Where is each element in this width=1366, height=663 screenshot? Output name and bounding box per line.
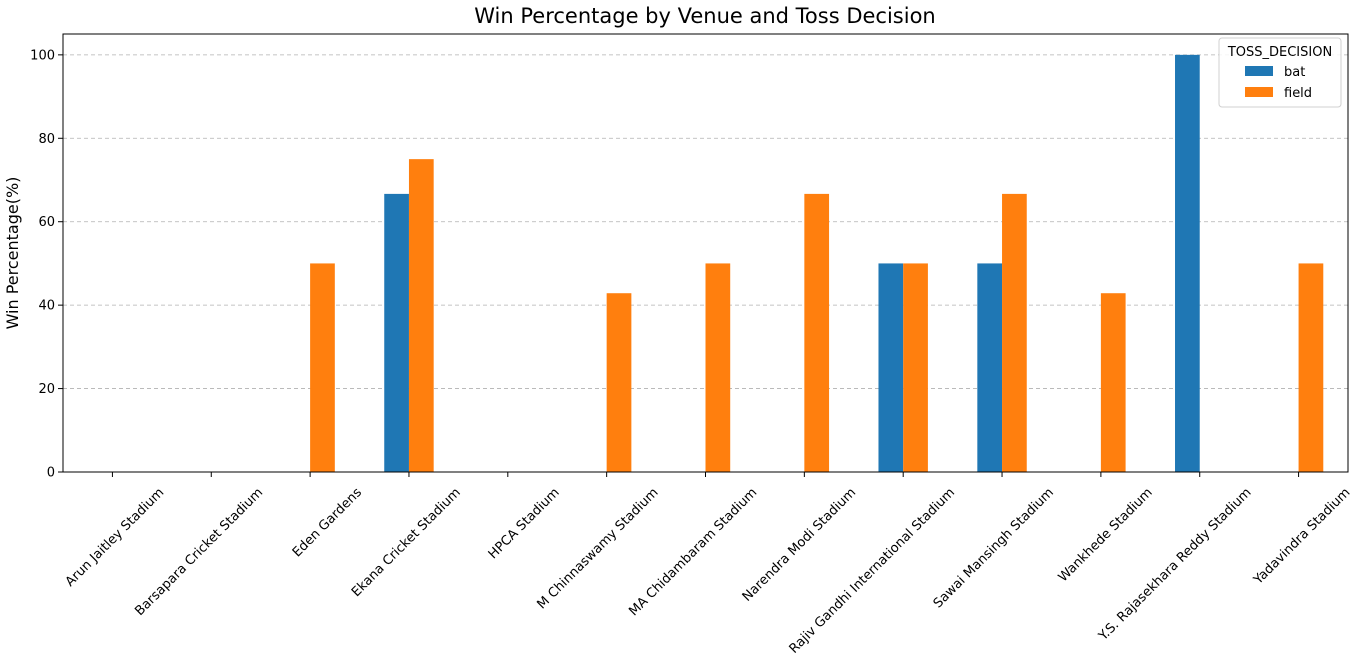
bar-field <box>1002 193 1027 472</box>
legend-title: TOSS_DECISION <box>1227 45 1332 60</box>
bar-field <box>804 193 830 472</box>
y-tick-label: 80 <box>38 132 55 147</box>
bar-field <box>1100 293 1126 472</box>
x-tick-label: Ekana Cricket Stadium <box>349 485 464 600</box>
bar-field <box>408 159 434 472</box>
y-tick-label: 60 <box>38 215 55 230</box>
bar-bat <box>977 263 1003 472</box>
bar-field <box>310 263 335 472</box>
x-tick-label: Yadavindra Stadium <box>1250 485 1353 588</box>
x-tick-label: Arun Jaitley Stadium <box>63 485 168 590</box>
x-tick-label: Narendra Modi Stadium <box>740 485 859 604</box>
y-tick-label: 40 <box>38 299 55 314</box>
bar-field <box>606 293 632 472</box>
legend: TOSS_DECISION bat field <box>1218 37 1342 108</box>
bar-bat <box>878 263 904 472</box>
legend-label-field: field <box>1284 86 1312 101</box>
chart-title: Win Percentage by Venue and Toss Decisio… <box>474 4 936 28</box>
legend-swatch-bat <box>1245 66 1273 76</box>
x-tick-label: Wankhede Stadium <box>1056 485 1156 585</box>
legend-swatch-field <box>1245 87 1273 97</box>
bar-field <box>903 263 928 472</box>
y-tick-label: 100 <box>30 48 55 63</box>
bar-bat <box>384 193 409 472</box>
x-tick-label: HPCA Stadium <box>486 485 563 562</box>
x-tick-label: Rajiv Gandhi International Stadium <box>787 485 958 656</box>
y-axis-label: Win Percentage(%) <box>3 177 22 330</box>
bars <box>310 54 1324 472</box>
y-axis-ticks: 0 20 40 60 80 100 <box>30 48 63 481</box>
bar-bat <box>1175 54 1200 472</box>
y-tick-label: 20 <box>38 382 55 397</box>
x-tick-label: Eden Gardens <box>290 485 365 560</box>
x-tick-label: Y.S. Rajasekhara Reddy Stadium <box>1095 485 1254 644</box>
legend-label-bat: bat <box>1284 65 1305 80</box>
y-tick-label: 0 <box>47 466 55 481</box>
bar-field <box>705 263 731 472</box>
bar-field <box>1298 263 1324 472</box>
